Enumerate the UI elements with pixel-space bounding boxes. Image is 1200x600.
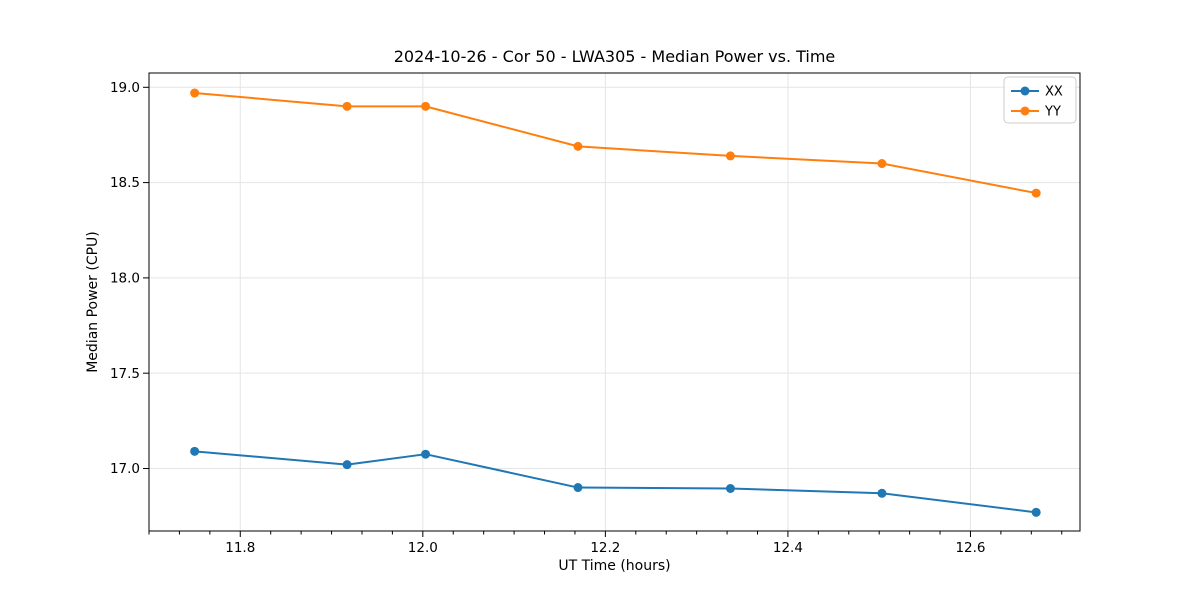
x-tick-label: 12.4 xyxy=(773,540,803,556)
data-point-YY xyxy=(1031,188,1041,198)
data-point-XX xyxy=(421,449,431,459)
y-tick-label: 18.5 xyxy=(110,175,140,191)
data-point-XX xyxy=(1031,507,1041,517)
x-tick-label: 12.2 xyxy=(590,540,620,556)
legend-label-YY: YY xyxy=(1044,104,1061,119)
legend-marker-XX xyxy=(1020,86,1030,96)
x-tick-label: 12.0 xyxy=(408,540,438,556)
legend-marker-YY xyxy=(1020,106,1030,116)
data-point-YY xyxy=(342,101,352,111)
legend-label-XX: XX xyxy=(1045,84,1063,99)
data-point-YY xyxy=(725,151,735,161)
data-point-XX xyxy=(877,488,887,498)
plot-border xyxy=(148,72,1081,532)
data-point-YY xyxy=(877,159,887,169)
legend-box xyxy=(1003,76,1077,124)
y-tick-label: 19.0 xyxy=(110,80,140,96)
data-point-YY xyxy=(573,141,583,151)
x-tick-label: 12.6 xyxy=(955,540,985,556)
data-point-XX xyxy=(573,483,583,493)
x-tick-label: 11.8 xyxy=(225,540,255,556)
data-point-YY xyxy=(421,101,431,111)
y-tick-label: 17.5 xyxy=(110,366,140,382)
data-point-XX xyxy=(725,483,735,493)
data-point-XX xyxy=(342,460,352,470)
y-tick-label: 18.0 xyxy=(110,270,140,286)
y-tick-label: 17.0 xyxy=(110,461,140,477)
data-point-XX xyxy=(190,446,200,456)
data-point-YY xyxy=(190,88,200,98)
series-line-XX xyxy=(193,450,1038,514)
chart-title: 2024-10-26 - Cor 50 - LWA305 - Median Po… xyxy=(393,47,836,66)
series-line-YY xyxy=(193,92,1038,195)
x-axis-label: UT Time (hours) xyxy=(558,558,671,574)
